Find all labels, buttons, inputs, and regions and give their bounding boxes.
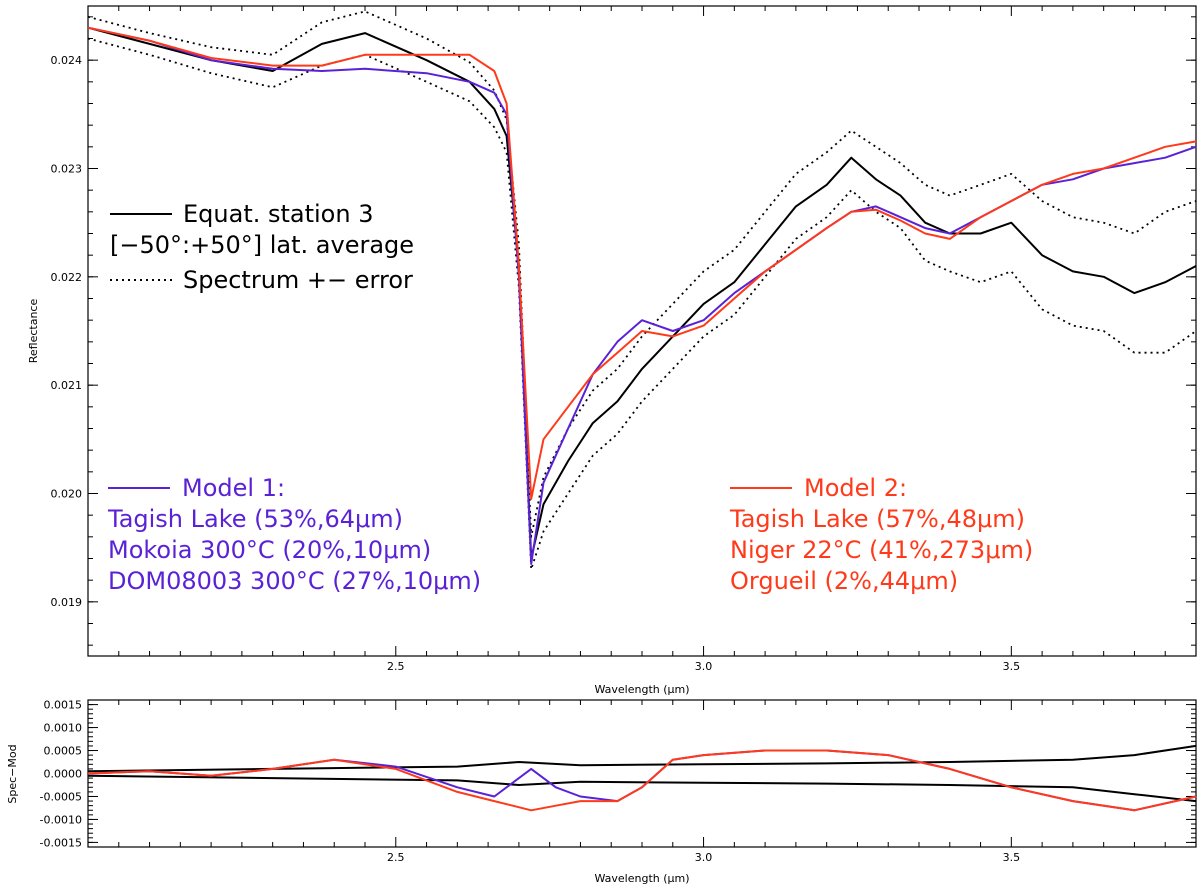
main-series-2 xyxy=(87,37,1197,571)
main-ytick-label: 0.022 xyxy=(51,271,83,284)
residual-series-3 xyxy=(87,749,1197,812)
residual-ytick-label: 0.0010 xyxy=(44,722,83,735)
model2-title: Model 2: xyxy=(804,474,907,502)
residual-ytick-label: -0.0010 xyxy=(40,813,82,826)
main-xtick-label: 2.5 xyxy=(387,660,405,673)
residual-series-2 xyxy=(87,749,1197,812)
residual-series-1 xyxy=(87,774,1197,803)
residual-ytick-label: -0.0005 xyxy=(40,790,82,803)
main-series-1 xyxy=(87,10,1197,538)
model1-line3: DOM08003 300°C (27%,10μm) xyxy=(108,567,481,595)
main-xlabel: Wavelength (μm) xyxy=(594,683,689,696)
legend-solid-label: Equat. station 3 xyxy=(183,200,373,228)
residual-ytick-label: 0.0000 xyxy=(44,768,83,781)
model1-line1: Tagish Lake (53%,64μm) xyxy=(107,505,403,533)
model2-line3: Orgueil (2%,44μm) xyxy=(730,567,958,595)
model1-title: Model 1: xyxy=(182,474,285,502)
residual-plot-frame xyxy=(87,699,1197,848)
residual-xlabel: Wavelength (μm) xyxy=(594,872,689,885)
main-xtick-label: 3.0 xyxy=(695,660,713,673)
residual-xtick-label: 2.5 xyxy=(387,851,405,864)
main-ylabel: Reflectance xyxy=(27,299,40,364)
main-ytick-label: 0.020 xyxy=(51,488,83,501)
main-series xyxy=(87,10,1197,571)
residual-ytick-label: -0.0015 xyxy=(40,836,82,849)
main-ytick-label: 0.019 xyxy=(51,596,83,609)
main-ytick-label: 0.021 xyxy=(51,379,83,392)
residual-ylabel: Spec−Mod xyxy=(6,744,19,803)
residual-series-0 xyxy=(87,744,1197,773)
residual-xtick-label: 3.5 xyxy=(1003,851,1021,864)
main-ytick-label: 0.024 xyxy=(51,54,83,67)
main-ytick-label: 0.023 xyxy=(51,163,83,176)
legend-range-label: [−50°:+50°] lat. average xyxy=(110,231,414,259)
residual-xtick-label: 3.0 xyxy=(695,851,713,864)
residual-ytick-label: 0.0005 xyxy=(44,745,83,758)
legend-dotted-label: Spectrum +− error xyxy=(183,266,413,294)
legend-top: Equat. station 3 [−50°:+50°] lat. averag… xyxy=(110,200,414,294)
model2-line2: Niger 22°C (41%,273μm) xyxy=(730,536,1033,564)
residual-ytick-label: 0.0015 xyxy=(44,699,83,712)
residual-series xyxy=(87,744,1197,812)
legend-model1: Model 1: Tagish Lake (53%,64μm) Mokoia 3… xyxy=(107,474,481,595)
main-xtick-label: 3.5 xyxy=(1003,660,1021,673)
legend-model2: Model 2: Tagish Lake (57%,48μm) Niger 22… xyxy=(729,474,1033,595)
model1-line2: Mokoia 300°C (20%,10μm) xyxy=(108,536,431,564)
residual-ticks: 2.5 3.0 3.5 0.0015 0.0010 0.0005 0.0000 -0.0005… xyxy=(40,699,1197,864)
main-ticks: 2.5 3.0 3.5 0.019 0.020 0.021 0.022 0.023 0.024 xyxy=(51,6,1197,673)
main-series-4 xyxy=(87,26,1197,500)
model2-line1: Tagish Lake (57%,48μm) xyxy=(729,505,1025,533)
